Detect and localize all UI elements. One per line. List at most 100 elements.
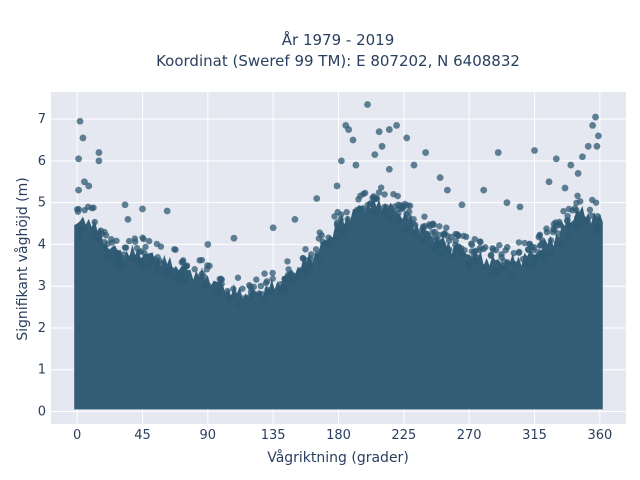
data-point <box>359 205 367 212</box>
data-point <box>547 250 554 257</box>
data-point <box>535 248 542 256</box>
data-point <box>394 192 401 200</box>
data-point <box>317 258 324 266</box>
data-point <box>496 242 503 249</box>
x-tick-label: 315 <box>522 428 547 443</box>
data-point <box>140 235 147 243</box>
outlier-point <box>561 184 569 192</box>
data-point <box>399 205 406 212</box>
outlier-point <box>352 161 360 169</box>
data-point <box>91 230 98 237</box>
data-point <box>540 255 548 263</box>
data-point <box>314 251 321 258</box>
data-point <box>102 253 110 261</box>
x-tick-label: 180 <box>326 428 351 443</box>
outlier-point <box>230 234 238 242</box>
outlier-point <box>75 186 82 194</box>
data-point <box>419 237 426 245</box>
data-point <box>125 237 133 245</box>
outlier-point <box>393 122 400 129</box>
outlier-point <box>76 117 84 125</box>
data-point <box>438 239 445 246</box>
outlier-point <box>595 132 602 140</box>
data-point <box>440 244 447 252</box>
data-point <box>115 253 122 260</box>
outlier-point <box>574 170 582 177</box>
outlier-point <box>80 178 88 186</box>
outlier-point <box>403 134 411 142</box>
data-point <box>265 289 272 296</box>
outlier-point <box>139 205 146 213</box>
data-point <box>521 239 528 247</box>
data-point <box>372 195 380 202</box>
data-point <box>370 208 377 216</box>
y-axis-ticks: 0 1 2 3 4 5 6 7 <box>38 112 46 419</box>
outlier-point <box>349 136 357 144</box>
data-point <box>487 252 495 259</box>
data-point <box>119 260 126 268</box>
data-point <box>471 248 478 256</box>
data-point <box>381 191 388 198</box>
data-point <box>179 278 186 285</box>
data-point <box>531 244 538 251</box>
outlier-point <box>552 155 560 163</box>
data-point <box>551 226 558 233</box>
data-point <box>171 246 178 253</box>
outlier-point <box>593 142 601 150</box>
outlier-point <box>95 157 103 165</box>
data-point <box>145 237 153 245</box>
data-point <box>77 227 85 234</box>
x-tick-label: 225 <box>391 428 416 443</box>
outlier-point <box>584 142 592 150</box>
data-point <box>471 235 478 243</box>
data-point <box>560 207 567 215</box>
data-point <box>553 240 561 247</box>
outlier-point <box>592 113 599 121</box>
data-point <box>519 255 527 263</box>
data-point <box>536 242 544 249</box>
data-point <box>465 261 473 268</box>
outlier-point <box>531 147 538 154</box>
x-axis-title: Vågriktning (grader) <box>267 449 409 466</box>
data-point <box>564 212 571 220</box>
data-point <box>492 246 500 254</box>
data-point <box>269 275 276 282</box>
data-point <box>121 244 129 251</box>
data-point <box>438 251 446 258</box>
outlier-point <box>589 122 597 129</box>
data-point <box>133 244 141 252</box>
data-point <box>142 243 149 251</box>
data-point <box>428 221 435 228</box>
data-point <box>101 239 108 246</box>
data-point <box>302 246 309 253</box>
outlier-point <box>516 203 524 211</box>
data-point <box>131 235 138 242</box>
data-point <box>284 258 291 265</box>
data-point <box>493 267 500 274</box>
data-point <box>487 272 494 279</box>
x-tick-label: 360 <box>587 428 612 443</box>
outlier-point <box>95 149 103 156</box>
data-point <box>234 302 241 309</box>
chart-title-line-2: Koordinat (Sweref 99 TM): E 807202, N 64… <box>156 52 520 70</box>
data-point <box>395 210 402 217</box>
data-point <box>260 298 268 305</box>
data-point <box>574 192 581 199</box>
data-point <box>261 270 268 277</box>
data-point <box>396 216 403 224</box>
data-point <box>102 232 110 239</box>
data-point <box>248 286 255 293</box>
outlier-point <box>579 153 586 161</box>
data-point <box>573 214 581 222</box>
data-point <box>198 270 206 277</box>
x-axis-ticks: 0 45 90 135 180 225 270 315 360 <box>73 428 612 443</box>
data-point <box>136 257 143 264</box>
data-point <box>377 184 385 191</box>
x-tick-label: 135 <box>261 428 286 443</box>
data-point <box>403 210 410 218</box>
data-point <box>572 222 579 230</box>
dense-point-cloud <box>74 196 603 410</box>
data-point <box>96 236 103 244</box>
data-point <box>74 208 82 215</box>
y-axis-title: Signifikant våghöjd (m) <box>14 177 31 340</box>
